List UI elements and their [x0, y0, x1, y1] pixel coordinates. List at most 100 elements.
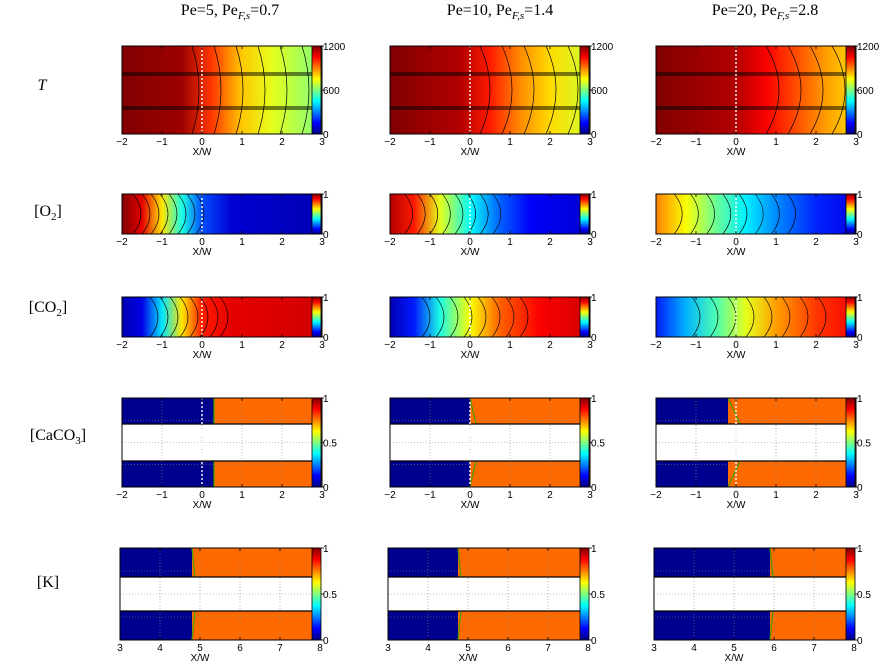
colorbar-tick-label: 1 [323, 394, 329, 405]
contour-line [738, 193, 748, 235]
x-tick-label: 3 [319, 490, 325, 501]
contour-line [709, 296, 719, 338]
x-tick-label: −2 [650, 237, 662, 248]
x-axis-label: X/W [727, 147, 746, 158]
carbonate-unburnt [122, 461, 214, 487]
x-tick-label: 4 [425, 643, 431, 654]
colorbar-tick-label: 0 [323, 483, 329, 494]
contour-line [301, 45, 310, 135]
contour-line [429, 193, 439, 235]
kernel-unburnt [120, 548, 192, 577]
contour-line [479, 193, 489, 235]
x-tick-label: 3 [319, 237, 325, 248]
x-tick-label: −1 [424, 137, 436, 148]
x-tick-label: 3 [385, 643, 391, 654]
colorbar [311, 547, 322, 641]
x-tick-label: 3 [853, 137, 859, 148]
colorbar-tick-label: 1 [323, 293, 329, 304]
colorbar-tick-label: 0.5 [591, 439, 605, 450]
colorbar [311, 296, 322, 338]
colorbar-tick-label: 0.5 [591, 590, 605, 601]
carbonate-reacted [728, 461, 856, 487]
x-tick-label: 2 [279, 137, 285, 148]
colorbar-tick-label: 0 [591, 333, 597, 344]
contour-line [435, 296, 445, 338]
contour-line [132, 193, 142, 235]
colorbar-tick-label: 1 [591, 190, 597, 201]
x-tick-label: 4 [691, 643, 697, 654]
kernel-reacted [458, 548, 588, 577]
x-tick-label: 1 [507, 137, 513, 148]
contour-line [257, 45, 266, 135]
x-tick-label: 3 [319, 137, 325, 148]
x-tick-label: 8 [585, 643, 591, 654]
contour-line [763, 296, 773, 338]
x-tick-label: 3 [651, 643, 657, 654]
contour-line [159, 193, 169, 235]
kernel-reacted [192, 548, 320, 577]
kernel-unburnt [654, 548, 770, 577]
x-tick-label: −2 [384, 490, 396, 501]
x-tick-label: 3 [587, 237, 593, 248]
x-tick-label: 0 [733, 137, 739, 148]
colorbar [311, 45, 322, 135]
contour-line [706, 193, 715, 235]
contour-line [673, 193, 683, 235]
colorbar-tick-label: 0 [323, 636, 329, 647]
reaction-front [469, 460, 477, 488]
oxygen-field [122, 194, 322, 234]
colorbar [845, 547, 856, 641]
contour-line [159, 296, 169, 338]
contour-line [479, 45, 491, 135]
colorbar-tick-label: 0 [857, 483, 863, 494]
contour-line [421, 296, 431, 338]
x-tick-label: 2 [279, 490, 285, 501]
contour-line [477, 296, 487, 338]
colorbar [845, 193, 856, 235]
contour-line [195, 193, 205, 235]
reaction-front [457, 547, 462, 578]
x-axis-label: X/W [461, 350, 480, 361]
colorbar-tick-label: 0 [857, 230, 863, 241]
column-title: Pe=20, PeF,s=2.8 [711, 2, 819, 23]
x-tick-label: 1 [773, 340, 779, 351]
kernel-reacted [770, 611, 854, 640]
temperature-field [656, 46, 856, 134]
colorbar-tick-label: 1 [591, 544, 597, 555]
kernel-reacted [458, 611, 588, 640]
x-axis-label: X/W [727, 500, 746, 511]
contour-line [191, 45, 200, 135]
reaction-front [469, 397, 477, 425]
co2-field [390, 297, 590, 337]
colorbar-tick-label: 1 [591, 394, 597, 405]
x-axis-label: X/W [725, 653, 744, 664]
reaction-front [769, 547, 774, 578]
contour-line [799, 296, 809, 338]
kernel-reacted [192, 611, 320, 640]
contour-line [186, 193, 196, 235]
colorbar-tick-label: 0.5 [857, 439, 871, 450]
x-tick-label: 3 [319, 340, 325, 351]
panel-frame [655, 296, 857, 338]
x-axis-label: X/W [193, 247, 212, 258]
x-tick-label: −2 [116, 137, 128, 148]
contour-line [150, 193, 160, 235]
colorbar-tick-label: 600 [323, 86, 340, 97]
kernel-unburnt [388, 611, 458, 640]
x-tick-label: 0 [199, 340, 205, 351]
x-tick-label: −2 [650, 137, 662, 148]
colorbar-tick-label: 1 [323, 544, 329, 555]
x-tick-label: 8 [317, 643, 323, 654]
contour-line [817, 296, 827, 338]
x-tick-label: −1 [156, 137, 168, 148]
colorbar-tick-label: 1 [857, 293, 863, 304]
x-tick-label: −2 [650, 340, 662, 351]
colorbar-tick-label: 1200 [591, 42, 614, 53]
x-axis-label: X/W [193, 350, 212, 361]
x-tick-label: 1 [773, 137, 779, 148]
contour-line [690, 193, 699, 235]
kernel-unburnt [388, 548, 458, 577]
column-title: Pe=10, PeF,s=1.4 [446, 2, 554, 23]
x-tick-label: 2 [813, 137, 819, 148]
